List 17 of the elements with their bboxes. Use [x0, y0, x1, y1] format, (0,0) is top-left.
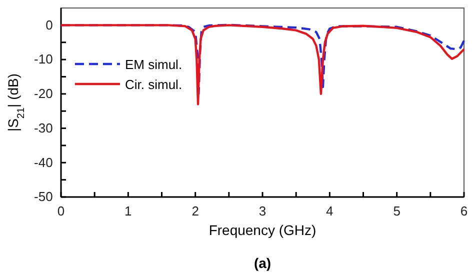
x-tick-label: 5 — [393, 204, 400, 219]
y-tick-label: -10 — [34, 52, 53, 67]
y-tick-label: 0 — [46, 17, 53, 32]
y-tick-label: -40 — [34, 154, 53, 170]
y-tick-label: -50 — [34, 189, 53, 204]
x-tick-label: 4 — [326, 204, 334, 219]
x-tick-label: 1 — [124, 204, 132, 219]
legend-label: EM simul. — [125, 57, 182, 72]
legend-label: Cir. simul. — [125, 77, 182, 92]
y-tick-label: -30 — [34, 120, 53, 136]
x-tick-label: 0 — [57, 204, 65, 219]
text: (a) — [254, 255, 272, 271]
y-tick-label: -20 — [34, 86, 53, 102]
x-tick-label: 6 — [460, 204, 468, 219]
x-tick-label: 3 — [258, 204, 266, 219]
x-tick-label: 2 — [192, 204, 199, 219]
x-axis-title: Frequency (GHz) — [208, 222, 316, 238]
